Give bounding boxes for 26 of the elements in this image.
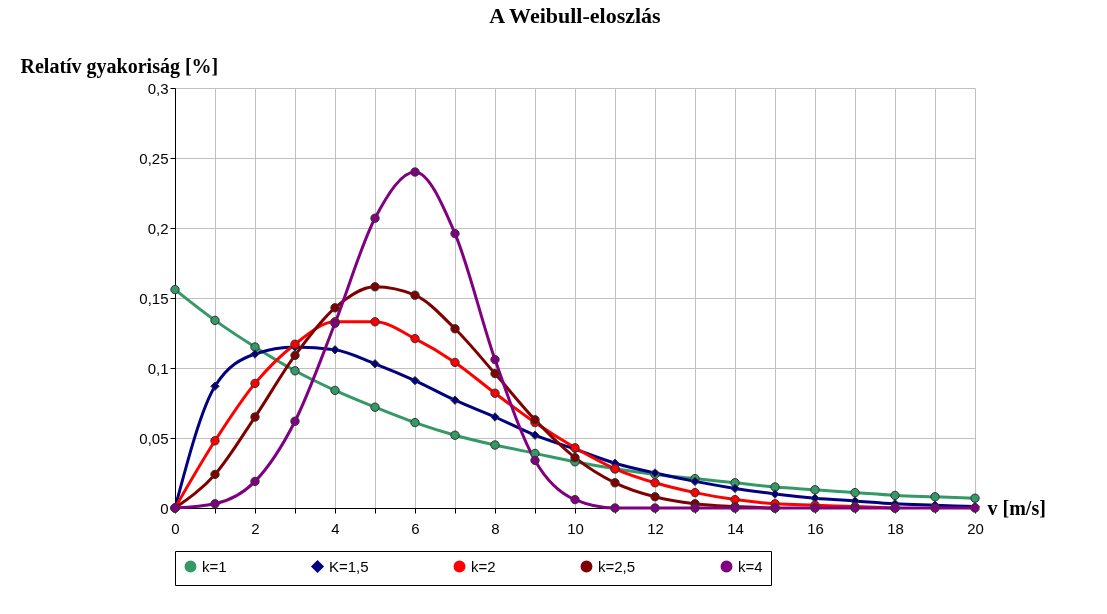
chart-title: A Weibull-eloszlás xyxy=(489,3,662,28)
x-axis-title: v [m/s] xyxy=(987,496,1046,519)
y-tick-label: 0,15 xyxy=(139,289,169,307)
legend-label: K=1,5 xyxy=(329,557,369,575)
y-tick-label: 0,25 xyxy=(139,149,169,167)
x-tick-label: 0 xyxy=(171,519,180,537)
x-tick-label: 18 xyxy=(887,519,904,537)
y-axis-title: Relatív gyakoriság [%] xyxy=(20,54,219,78)
x-tick-label: 20 xyxy=(967,519,984,537)
x-tick-label: 10 xyxy=(567,519,584,537)
y-tick-label: 0,2 xyxy=(147,219,169,237)
x-tick-label: 2 xyxy=(251,519,260,537)
legend-label: k=1 xyxy=(202,557,227,575)
legend-label: k=4 xyxy=(738,557,763,575)
legend-label: k=2,5 xyxy=(598,557,636,575)
y-tick-label: 0,05 xyxy=(139,429,169,447)
y-tick-label: 0 xyxy=(160,499,169,517)
x-tick-label: 6 xyxy=(411,519,420,537)
y-tick-label: 0,3 xyxy=(147,79,169,97)
x-tick-label: 12 xyxy=(647,519,664,537)
legend-label: k=2 xyxy=(471,557,496,575)
x-tick-label: 8 xyxy=(491,519,500,537)
y-tick-label: 0,1 xyxy=(147,359,169,377)
x-tick-label: 4 xyxy=(331,519,340,537)
x-tick-label: 16 xyxy=(807,519,824,537)
x-tick-label: 14 xyxy=(727,519,744,537)
